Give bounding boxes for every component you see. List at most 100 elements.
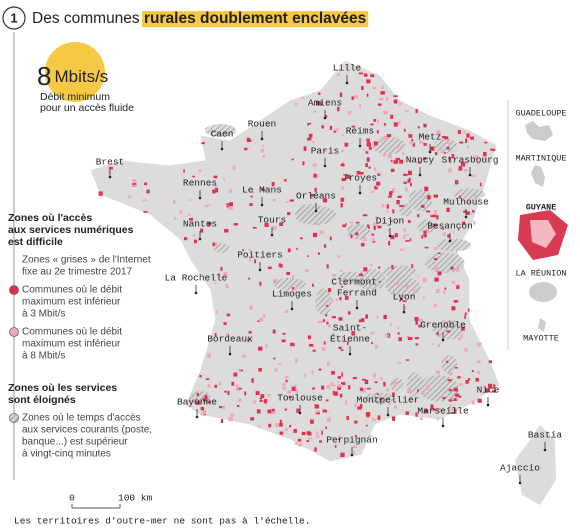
commune bbox=[301, 431, 306, 436]
commune bbox=[475, 377, 479, 382]
commune bbox=[267, 409, 272, 414]
commune bbox=[335, 298, 338, 301]
commune bbox=[214, 282, 217, 285]
commune bbox=[383, 135, 388, 141]
commune bbox=[294, 384, 297, 388]
commune bbox=[407, 220, 411, 223]
commune bbox=[342, 162, 344, 167]
hatched-zone bbox=[417, 219, 435, 234]
city-dot bbox=[386, 413, 390, 417]
commune bbox=[479, 342, 482, 345]
commune bbox=[321, 125, 324, 129]
commune bbox=[128, 195, 132, 199]
legend-text: à vingt-cinq minutes bbox=[22, 449, 111, 460]
commune bbox=[383, 381, 386, 387]
commune bbox=[450, 266, 454, 270]
hatched-zone bbox=[357, 268, 386, 291]
commune bbox=[201, 142, 205, 145]
city-label: Mulhouse bbox=[443, 197, 489, 208]
commune bbox=[354, 434, 357, 438]
city-dot bbox=[314, 209, 318, 213]
commune bbox=[143, 182, 148, 186]
commune bbox=[434, 265, 438, 271]
commune bbox=[361, 378, 366, 381]
commune bbox=[456, 284, 460, 289]
commune bbox=[460, 334, 464, 339]
commune bbox=[250, 195, 253, 198]
commune bbox=[392, 209, 395, 214]
legend-text: Zones « grises » de l'Internet bbox=[22, 255, 151, 266]
commune bbox=[436, 417, 439, 421]
commune bbox=[314, 187, 317, 192]
commune bbox=[360, 242, 365, 247]
commune bbox=[272, 199, 277, 202]
commune bbox=[271, 181, 275, 187]
commune bbox=[98, 191, 103, 196]
city-labels: Lille Amiens Rouen Caen Reims Metz Paris Nancy S… bbox=[96, 63, 562, 485]
commune bbox=[417, 389, 419, 393]
commune bbox=[294, 102, 298, 106]
commune bbox=[304, 269, 310, 273]
commune bbox=[321, 385, 325, 390]
commune bbox=[275, 423, 279, 427]
commune bbox=[391, 416, 396, 421]
commune bbox=[257, 320, 261, 322]
commune bbox=[377, 415, 381, 420]
commune bbox=[373, 141, 378, 146]
commune bbox=[108, 166, 114, 170]
commune bbox=[463, 130, 466, 134]
commune bbox=[476, 161, 481, 165]
commune bbox=[339, 269, 343, 272]
commune bbox=[192, 234, 196, 237]
commune bbox=[477, 398, 482, 403]
commune bbox=[195, 401, 201, 405]
commune bbox=[414, 316, 419, 322]
commune bbox=[466, 211, 470, 215]
commune bbox=[316, 435, 320, 438]
commune bbox=[318, 252, 320, 255]
commune bbox=[311, 370, 314, 375]
commune bbox=[322, 319, 325, 323]
commune bbox=[223, 177, 225, 181]
city-dot bbox=[402, 310, 406, 314]
commune bbox=[488, 360, 492, 364]
commune bbox=[369, 264, 373, 266]
commune bbox=[352, 445, 357, 448]
commune bbox=[321, 347, 326, 351]
callout-caption: Débit minimum bbox=[40, 91, 110, 103]
hatched-zone bbox=[436, 238, 472, 252]
commune bbox=[312, 387, 315, 390]
commune bbox=[196, 392, 199, 397]
commune bbox=[233, 372, 238, 377]
commune bbox=[463, 210, 467, 213]
title-plain: Des communes bbox=[32, 10, 140, 27]
commune bbox=[350, 234, 353, 239]
commune bbox=[312, 344, 315, 348]
commune bbox=[199, 374, 202, 378]
commune bbox=[272, 329, 276, 334]
commune bbox=[315, 410, 320, 413]
commune bbox=[212, 242, 216, 246]
commune bbox=[219, 406, 223, 409]
city-label: Saint- bbox=[333, 323, 367, 334]
commune bbox=[319, 230, 324, 235]
commune bbox=[436, 215, 439, 220]
city-label: Besançon bbox=[427, 221, 473, 232]
commune bbox=[223, 322, 227, 325]
city-dot bbox=[464, 215, 468, 219]
commune bbox=[476, 360, 481, 364]
commune bbox=[443, 321, 447, 325]
city-dot bbox=[348, 352, 352, 356]
commune bbox=[333, 130, 337, 133]
commune bbox=[312, 232, 318, 238]
commune bbox=[372, 373, 376, 378]
hatched-zone bbox=[297, 204, 322, 221]
hatched-zone bbox=[347, 223, 370, 240]
commune bbox=[492, 389, 497, 393]
commune bbox=[390, 220, 393, 223]
commune bbox=[374, 344, 379, 349]
commune bbox=[466, 145, 470, 149]
commune bbox=[397, 121, 401, 125]
commune bbox=[307, 137, 312, 141]
commune bbox=[464, 312, 467, 315]
